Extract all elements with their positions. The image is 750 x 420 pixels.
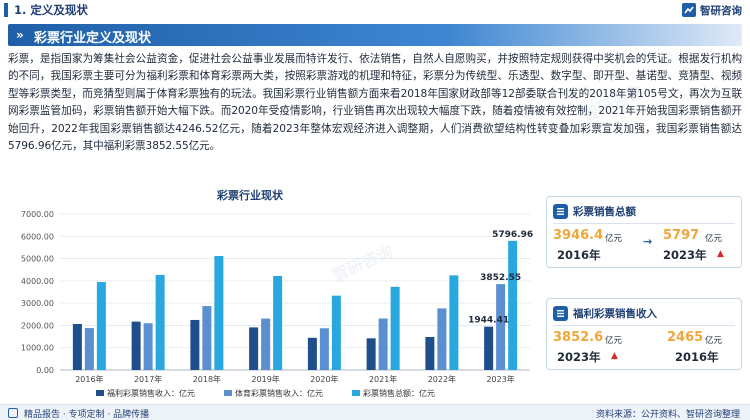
total-sales-panel: 彩票销售总额 3946.4 亿元 2016年 → 5797 亿元 2023年 ▲ [546, 196, 742, 268]
y-tick-label: 3000.00 [21, 299, 54, 308]
bar [131, 321, 141, 370]
brand-logo-text: 智研咨询 [700, 4, 742, 17]
x-tick-label: 2019年 [251, 374, 279, 384]
report-icon [8, 408, 18, 418]
section-banner: » 彩票行业定义及现状 [8, 24, 742, 46]
chevron-right-icon: » [16, 28, 24, 42]
bar [202, 306, 212, 370]
panel-header: 福利彩票销售收入 [553, 304, 657, 322]
end-value: 2465 [667, 330, 704, 345]
y-tick-label: 5000.00 [21, 255, 54, 264]
y-tick-label: 7000.00 [21, 210, 54, 219]
bar [508, 240, 518, 370]
legend-label: 福利彩票销售收入：亿元 [107, 388, 195, 398]
bar [273, 275, 283, 370]
end-year: 2016年 [675, 350, 719, 364]
header-accent-bar [4, 3, 8, 17]
top-header: 1. 定义及现状 智研咨询 [0, 0, 750, 20]
end-year: 2023年 [663, 248, 707, 262]
y-tick-label: 2000.00 [21, 321, 54, 330]
start-value: 3852.6 [553, 330, 604, 345]
bar [307, 337, 317, 370]
divider [553, 325, 735, 326]
y-tick-label: 0.00 [36, 366, 54, 375]
bar-chart: 0.00 1000.00 2000.00 3000.00 4000.00 5000.00 6… [21, 210, 533, 398]
welfare-sales-panel: 福利彩票销售收入 3852.6 亿元 2023年 ▲ 2465 亿元 2016年 [546, 298, 742, 370]
bar [366, 338, 376, 370]
bar [437, 308, 447, 370]
start-unit: 亿元 [605, 234, 623, 244]
start-value: 3946.4 [553, 228, 604, 243]
data-label: 3852.55 [480, 273, 521, 283]
x-tick-label: 2023年 [486, 374, 514, 384]
arrow-up-icon: ▲ [717, 249, 724, 259]
bar [331, 295, 341, 370]
x-tick-label: 2018年 [193, 374, 221, 384]
footer-bar: 精品报告 · 专项定制 · 品牌传播 资料来源：公开资料、智研咨询整理 [0, 404, 750, 420]
x-tick-label: 2022年 [428, 374, 456, 384]
start-year: 2023年 [557, 350, 601, 364]
y-tick-label: 4000.00 [21, 277, 54, 286]
arrow-up-icon: ▲ [611, 351, 618, 361]
y-tick-label: 6000.00 [21, 232, 54, 241]
x-tick-label: 2017年 [134, 374, 162, 384]
bar [155, 274, 165, 370]
bar [449, 275, 459, 370]
divider [553, 223, 735, 224]
x-tick-label: 2016年 [75, 374, 103, 384]
panel-title: 彩票销售总额 [573, 205, 636, 218]
bar [84, 328, 94, 370]
section-title: 1. 定义及现状 [14, 3, 88, 17]
bar [190, 319, 200, 370]
arrow-right-icon: → [643, 235, 653, 248]
x-tick-label: 2021年 [369, 374, 397, 384]
bar [425, 336, 435, 370]
list-icon [553, 305, 568, 321]
bar [96, 282, 106, 370]
panel-title: 福利彩票销售收入 [573, 307, 657, 320]
legend-label: 体育彩票销售收入：亿元 [235, 388, 323, 398]
bar [496, 284, 506, 370]
bar [378, 318, 388, 370]
bar [143, 323, 153, 370]
legend-swatch [96, 390, 104, 396]
brand-logo-icon [682, 3, 696, 17]
panel-header: 彩票销售总额 [553, 202, 636, 220]
legend-label: 彩票销售总额：亿元 [363, 388, 435, 398]
bar [484, 326, 494, 370]
legend-swatch [352, 390, 360, 396]
data-label: 5796.96 [492, 230, 533, 240]
legend-swatch [224, 390, 232, 396]
bar [319, 328, 329, 370]
intro-paragraph: 彩票，是指国家为筹集社会公益资金，促进社会公益事业发展而特许发行、依法销售，自然… [8, 53, 742, 153]
data-label: 1944.41 [468, 316, 509, 326]
banner-title: 彩票行业定义及现状 [34, 31, 152, 46]
bar [390, 286, 400, 370]
bar [72, 323, 82, 370]
brand-logo[interactable]: 智研咨询 [682, 2, 742, 18]
x-tick-label: 2020年 [310, 374, 338, 384]
bar [249, 327, 259, 370]
start-unit: 亿元 [605, 336, 623, 346]
end-unit: 亿元 [705, 336, 723, 346]
end-value: 5797 [663, 228, 700, 243]
chart-title: 彩票行业现状 [217, 189, 283, 202]
list-icon [553, 203, 568, 219]
bar [214, 256, 224, 370]
start-year: 2016年 [557, 248, 601, 262]
bar [261, 318, 271, 370]
y-tick-label: 1000.00 [21, 344, 54, 353]
end-unit: 亿元 [705, 234, 723, 244]
footer-source: 资料来源：公开资料、智研咨询整理 [595, 410, 740, 420]
footer-slogan: 精品报告 · 专项定制 · 品牌传播 [24, 410, 150, 420]
